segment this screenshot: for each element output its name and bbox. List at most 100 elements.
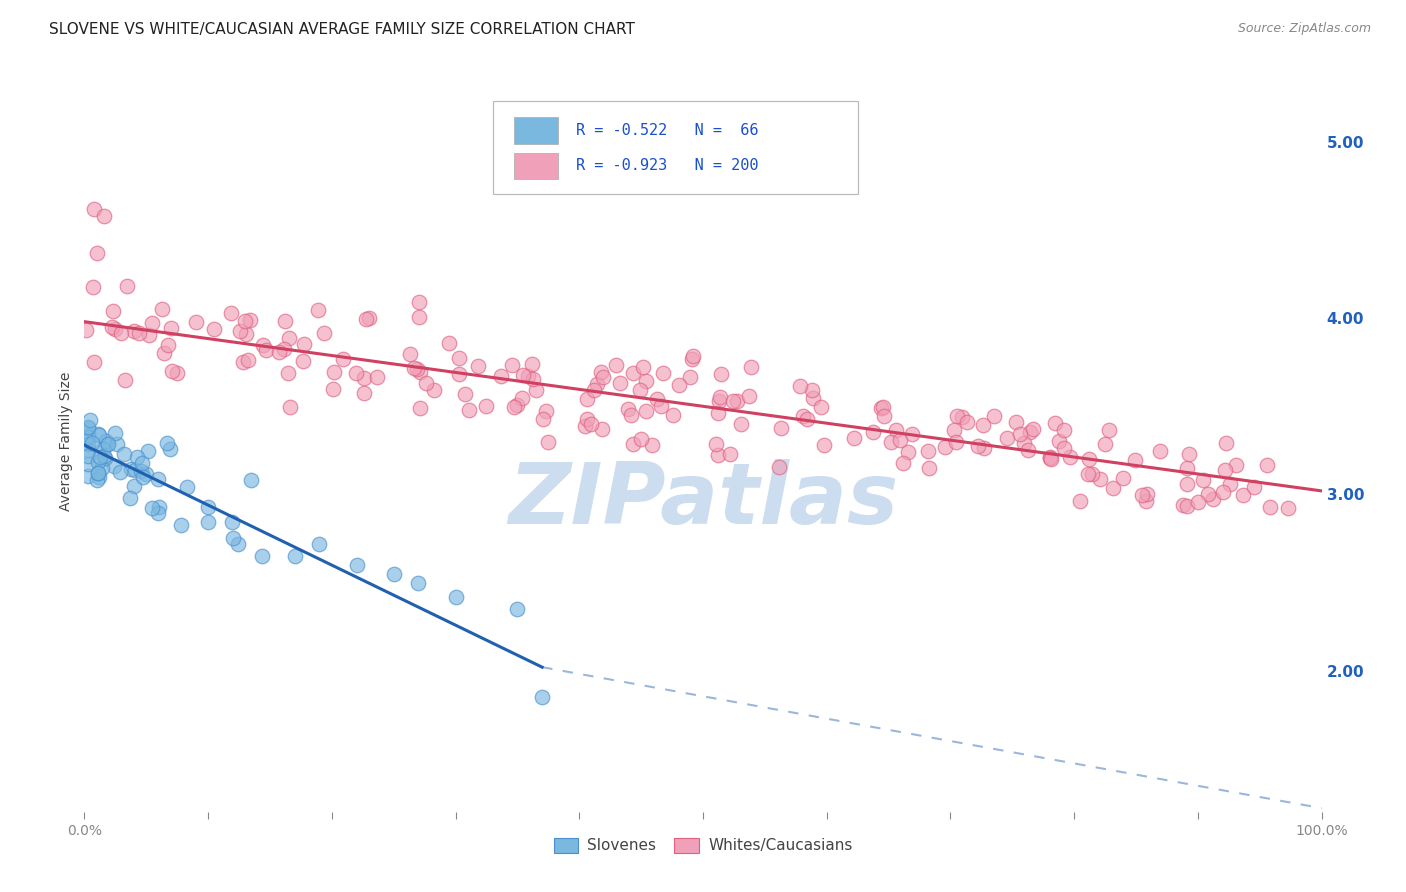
- Point: [202, 322, 225, 336]
- Point: [1173, 498, 1195, 512]
- Point: [506, 602, 529, 616]
- Point: [1012, 436, 1035, 450]
- Point: [506, 399, 529, 413]
- Point: [707, 406, 730, 420]
- Point: [233, 313, 256, 327]
- Point: [770, 420, 793, 434]
- Point: [444, 590, 467, 604]
- Point: [918, 461, 941, 475]
- Point: [148, 506, 170, 520]
- Point: [1177, 446, 1199, 460]
- Point: [77, 457, 100, 471]
- Point: [150, 302, 173, 317]
- Point: [323, 365, 346, 379]
- Point: [77, 468, 100, 483]
- Point: [1175, 499, 1198, 513]
- Point: [402, 361, 425, 376]
- Point: [1212, 484, 1234, 499]
- Point: [408, 310, 430, 324]
- Point: [522, 357, 544, 371]
- Point: [1213, 463, 1236, 477]
- Point: [621, 366, 644, 380]
- Point: [408, 575, 430, 590]
- Point: [103, 459, 125, 474]
- Point: [222, 532, 245, 546]
- Point: [576, 392, 599, 406]
- Point: [510, 392, 533, 406]
- Point: [308, 537, 330, 551]
- Point: [972, 418, 994, 433]
- Point: [197, 500, 219, 514]
- Point: [252, 337, 274, 351]
- Point: [87, 467, 110, 481]
- Point: [650, 399, 672, 413]
- Point: [789, 379, 811, 393]
- Point: [307, 302, 329, 317]
- Point: [1123, 453, 1146, 467]
- Point: [166, 366, 188, 380]
- Point: [87, 427, 110, 442]
- Point: [408, 295, 430, 310]
- Point: [475, 399, 498, 413]
- Point: [1043, 416, 1066, 430]
- Point: [86, 473, 108, 487]
- Point: [422, 383, 444, 397]
- Point: [131, 456, 153, 470]
- Point: [292, 353, 315, 368]
- Point: [1102, 481, 1125, 495]
- Point: [707, 448, 730, 462]
- Point: [842, 431, 865, 445]
- Point: [409, 401, 432, 416]
- Text: ZIPatlas: ZIPatlas: [508, 459, 898, 542]
- Point: [87, 427, 110, 442]
- Point: [128, 326, 150, 341]
- Point: [467, 359, 489, 373]
- Point: [127, 450, 149, 465]
- Point: [1090, 472, 1112, 486]
- Point: [1258, 500, 1281, 514]
- Point: [353, 385, 375, 400]
- Point: [710, 368, 733, 382]
- Point: [531, 412, 554, 426]
- FancyBboxPatch shape: [492, 101, 858, 194]
- Point: [801, 391, 824, 405]
- Point: [148, 500, 170, 514]
- Point: [415, 376, 437, 391]
- Legend: Slovenes, Whites/Caucasians: Slovenes, Whites/Caucasians: [547, 831, 859, 860]
- Point: [221, 515, 243, 529]
- Point: [1225, 458, 1247, 473]
- Point: [943, 423, 966, 437]
- Point: [132, 470, 155, 484]
- Point: [652, 366, 675, 380]
- Point: [536, 404, 558, 418]
- Point: [117, 279, 139, 293]
- Point: [382, 566, 405, 581]
- Point: [267, 344, 290, 359]
- Point: [82, 280, 104, 294]
- Point: [631, 359, 654, 374]
- Point: [668, 378, 690, 392]
- Point: [83, 355, 105, 369]
- Point: [160, 363, 183, 377]
- Point: [1243, 480, 1265, 494]
- Point: [87, 466, 110, 480]
- Point: [252, 549, 274, 563]
- Point: [240, 473, 263, 487]
- Point: [1277, 500, 1299, 515]
- Point: [1098, 423, 1121, 437]
- Point: [104, 426, 127, 441]
- Point: [531, 690, 554, 705]
- Point: [437, 335, 460, 350]
- Point: [344, 366, 367, 380]
- Point: [792, 409, 814, 423]
- Point: [1202, 492, 1225, 507]
- Point: [1187, 495, 1209, 509]
- Point: [897, 444, 920, 458]
- Point: [454, 386, 477, 401]
- Point: [1132, 488, 1154, 502]
- Point: [592, 370, 614, 384]
- Point: [79, 413, 101, 427]
- Point: [353, 370, 375, 384]
- Point: [447, 351, 470, 366]
- Point: [582, 383, 605, 397]
